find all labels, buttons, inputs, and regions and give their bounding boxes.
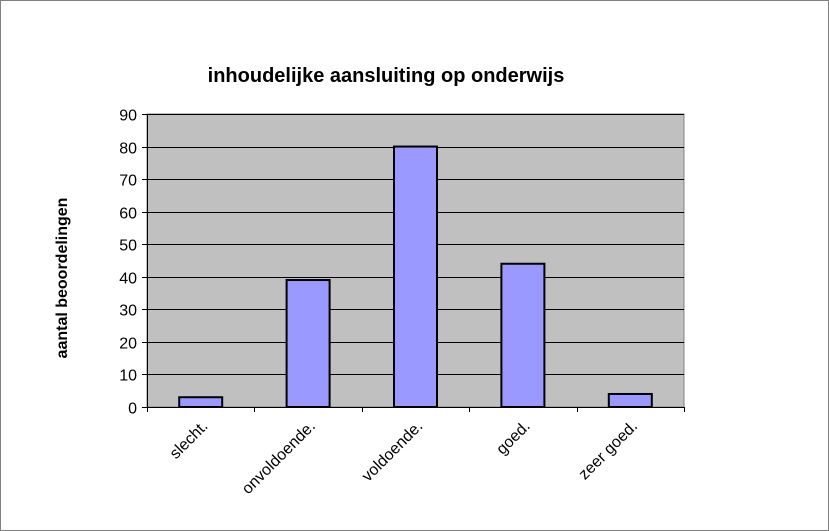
bars bbox=[178, 145, 653, 409]
y-tick-label: 80 bbox=[119, 141, 137, 158]
y-tick-label: 40 bbox=[119, 271, 137, 288]
y-tick-label: 90 bbox=[119, 108, 137, 125]
bar-voldoende bbox=[393, 145, 438, 409]
y-tick-label: 60 bbox=[119, 206, 137, 223]
x-tick-label: goed. bbox=[493, 418, 533, 458]
chart-title: inhoudelijke aansluiting op onderwijs bbox=[208, 65, 565, 87]
bar-goed bbox=[500, 262, 546, 408]
x-tick-labels: slecht. onvoldoende. voldoende. goed. zeer g… bbox=[167, 418, 641, 498]
bar-slecht bbox=[178, 396, 224, 409]
y-tick-label: 30 bbox=[119, 303, 137, 320]
y-tick-label: 50 bbox=[119, 238, 137, 255]
bar-onvoldoende bbox=[285, 279, 331, 408]
y-tick-label: 70 bbox=[119, 173, 137, 190]
y-axis-label: aantal beoordelingen bbox=[54, 198, 71, 359]
y-tick-labels: 0 10 20 30 40 50 60 70 80 90 bbox=[119, 108, 137, 418]
bar-zeer-goed bbox=[607, 392, 653, 409]
axes bbox=[142, 114, 685, 412]
x-tick-label: onvoldoende. bbox=[239, 418, 319, 498]
x-tick-label: slecht. bbox=[167, 418, 212, 463]
y-tick-label: 0 bbox=[128, 401, 137, 418]
y-tick-label: 10 bbox=[119, 368, 137, 385]
x-tick-label: voldoende. bbox=[359, 418, 426, 485]
y-tick-label: 20 bbox=[119, 336, 137, 353]
x-tick-label: zeer goed. bbox=[576, 418, 641, 483]
